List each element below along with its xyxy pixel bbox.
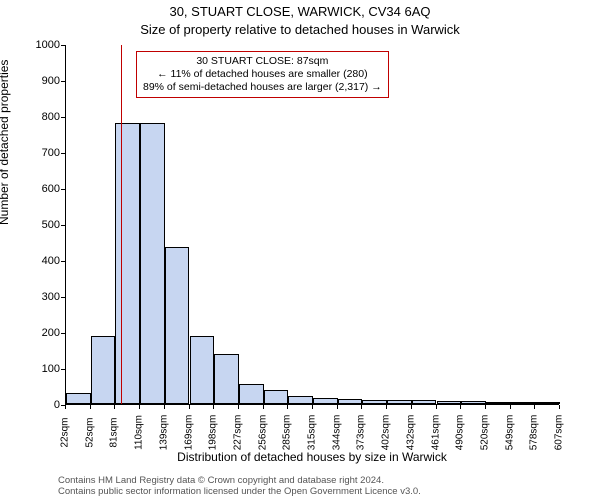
- x-tick-label: 461sqm: [430, 415, 441, 451]
- plot-area: 30 STUART CLOSE: 87sqm← 11% of detached …: [65, 45, 559, 405]
- x-tick-mark: [337, 405, 338, 409]
- x-tick-label: 549sqm: [504, 415, 515, 451]
- x-tick-label: 285sqm: [282, 415, 293, 451]
- x-tick-mark: [139, 405, 140, 409]
- x-tick-label: 315sqm: [307, 415, 318, 451]
- x-tick-label: 227sqm: [232, 415, 243, 451]
- histogram-bar: [535, 402, 560, 404]
- y-tick-label: 700: [10, 147, 60, 159]
- chart-title-line2: Size of property relative to detached ho…: [0, 22, 600, 37]
- footer-line1: Contains HM Land Registry data © Crown c…: [58, 475, 421, 486]
- footer-line2: Contains public sector information licen…: [58, 486, 421, 497]
- x-tick-label: 110sqm: [134, 415, 145, 450]
- x-tick-mark: [510, 405, 511, 409]
- x-tick-mark: [411, 405, 412, 409]
- x-tick-mark: [312, 405, 313, 409]
- x-tick-label: 52sqm: [84, 417, 95, 447]
- annotation-box: 30 STUART CLOSE: 87sqm← 11% of detached …: [136, 51, 389, 98]
- x-tick-mark: [361, 405, 362, 409]
- y-tick-label: 800: [10, 111, 60, 123]
- histogram-bar: [437, 401, 462, 404]
- y-tick-label: 1000: [10, 39, 60, 51]
- histogram-bar: [66, 393, 91, 404]
- chart-container: 30, STUART CLOSE, WARWICK, CV34 6AQ Size…: [0, 0, 600, 500]
- y-tick-label: 400: [10, 255, 60, 267]
- y-tick-mark: [61, 225, 65, 226]
- chart-title-line1: 30, STUART CLOSE, WARWICK, CV34 6AQ: [0, 4, 600, 19]
- x-tick-mark: [90, 405, 91, 409]
- x-tick-mark: [238, 405, 239, 409]
- y-tick-mark: [61, 189, 65, 190]
- histogram-bar: [338, 399, 363, 404]
- x-tick-label: 81sqm: [109, 417, 120, 447]
- x-tick-mark: [65, 405, 66, 409]
- histogram-bar: [214, 354, 239, 404]
- x-tick-mark: [114, 405, 115, 409]
- histogram-bar: [165, 247, 190, 404]
- x-tick-mark: [263, 405, 264, 409]
- x-tick-mark: [386, 405, 387, 409]
- x-axis-label: Distribution of detached houses by size …: [65, 450, 559, 464]
- histogram-bar: [412, 400, 437, 404]
- annotation-line2: ← 11% of detached houses are smaller (28…: [143, 68, 382, 81]
- histogram-bar: [190, 336, 215, 404]
- x-tick-label: 344sqm: [331, 415, 342, 451]
- y-tick-mark: [61, 333, 65, 334]
- y-tick-mark: [61, 81, 65, 82]
- histogram-bar: [461, 401, 486, 404]
- x-tick-label: 490sqm: [455, 415, 466, 451]
- reference-line: [121, 45, 123, 404]
- histogram-bar: [362, 400, 387, 404]
- x-tick-label: 373sqm: [356, 415, 367, 451]
- histogram-bar: [140, 123, 165, 404]
- x-tick-mark: [559, 405, 560, 409]
- x-tick-mark: [460, 405, 461, 409]
- x-tick-mark: [189, 405, 190, 409]
- y-tick-mark: [61, 297, 65, 298]
- x-tick-mark: [436, 405, 437, 409]
- y-tick-label: 200: [10, 327, 60, 339]
- x-tick-label: 139sqm: [158, 415, 169, 451]
- x-tick-label: 22sqm: [60, 417, 71, 447]
- y-tick-mark: [61, 153, 65, 154]
- y-tick-label: 900: [10, 75, 60, 87]
- x-tick-mark: [213, 405, 214, 409]
- histogram-bar: [288, 396, 313, 404]
- x-tick-label: 520sqm: [479, 415, 490, 451]
- x-tick-label: 578sqm: [529, 415, 540, 451]
- x-tick-mark: [534, 405, 535, 409]
- y-tick-label: 500: [10, 219, 60, 231]
- x-tick-mark: [485, 405, 486, 409]
- histogram-bar: [486, 402, 511, 404]
- y-tick-mark: [61, 261, 65, 262]
- histogram-bar: [264, 390, 289, 404]
- histogram-bar: [313, 398, 338, 404]
- y-tick-label: 0: [10, 399, 60, 411]
- annotation-line1: 30 STUART CLOSE: 87sqm: [143, 55, 382, 68]
- y-tick-label: 300: [10, 291, 60, 303]
- annotation-line3: 89% of semi-detached houses are larger (…: [143, 81, 382, 94]
- y-tick-mark: [61, 369, 65, 370]
- histogram-bar: [511, 402, 536, 404]
- histogram-bar: [239, 384, 264, 404]
- x-tick-mark: [164, 405, 165, 409]
- x-tick-label: 432sqm: [405, 415, 416, 451]
- histogram-bar: [115, 123, 140, 404]
- x-tick-label: 607sqm: [554, 415, 565, 451]
- x-tick-label: 256sqm: [257, 415, 268, 451]
- y-tick-label: 100: [10, 363, 60, 375]
- y-tick-label: 600: [10, 183, 60, 195]
- x-tick-label: 169sqm: [183, 415, 194, 451]
- histogram-bar: [91, 336, 116, 404]
- histogram-bar: [387, 400, 412, 404]
- footer-text: Contains HM Land Registry data © Crown c…: [58, 475, 421, 497]
- x-tick-label: 402sqm: [381, 415, 392, 451]
- y-tick-mark: [61, 117, 65, 118]
- x-tick-label: 198sqm: [208, 415, 219, 451]
- y-tick-mark: [61, 45, 65, 46]
- x-tick-mark: [287, 405, 288, 409]
